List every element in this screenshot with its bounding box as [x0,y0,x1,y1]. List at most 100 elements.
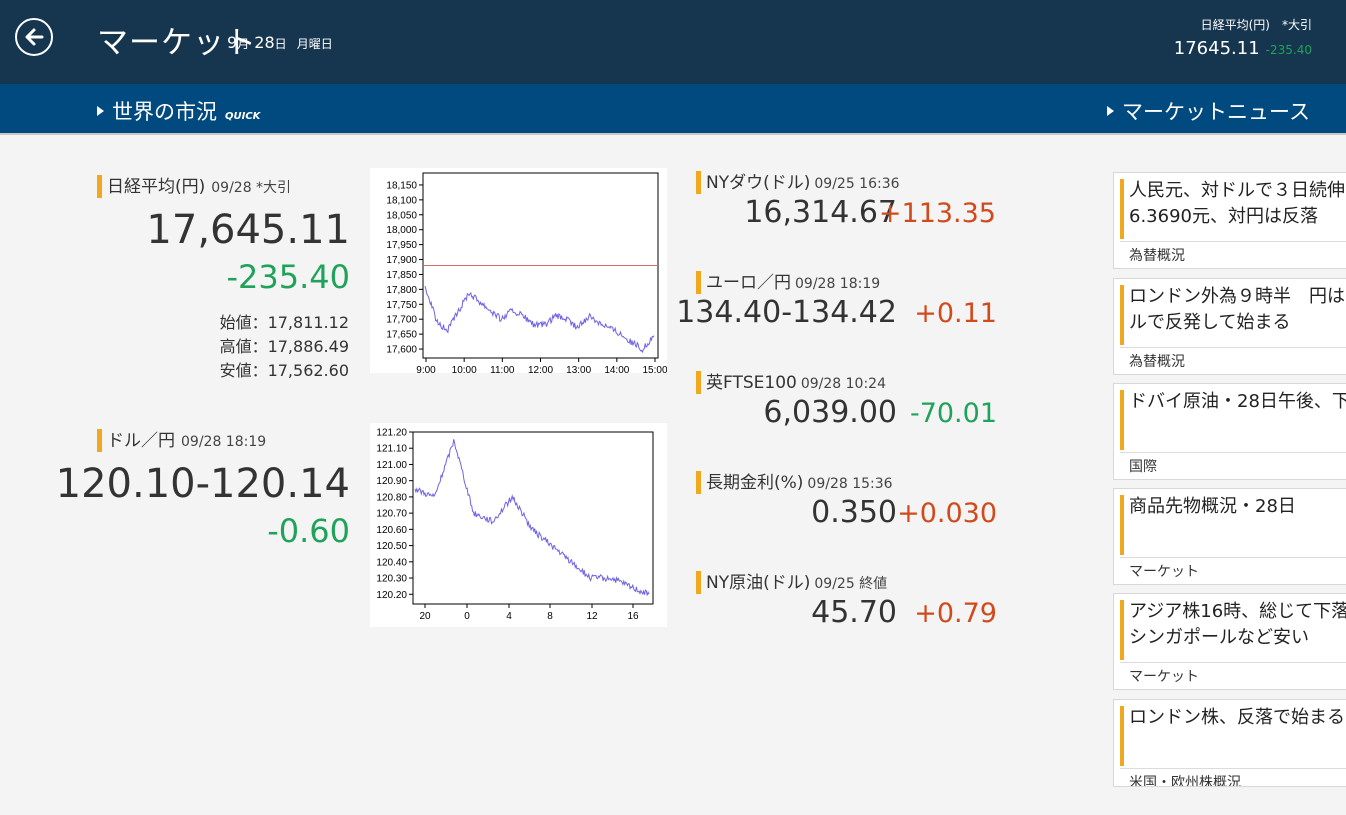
nikkei-change: -235.40 [226,258,350,296]
market-heading-wti[interactable]: NY原油(ドル) 09/25 終値 [696,568,887,595]
y-tick-label: 120.70 [376,509,407,520]
series-line [414,439,650,596]
news-tile[interactable]: ドバイ原油・28日午後、下落 国際 [1113,383,1346,480]
y-tick-label: 17,700 [386,315,417,326]
accent-bar [696,170,701,194]
y-tick-label: 121.00 [376,460,407,471]
divider [1120,452,1346,453]
market-name: NYダウ(ドル) [706,173,811,193]
market-news-link[interactable]: マーケットニュース [1107,96,1310,126]
market-heading-jgb[interactable]: 長期金利(%) 09/28 15:36 [696,468,893,495]
x-tick-label: 12 [586,611,598,622]
nikkei-chart[interactable]: 18,150 18,100 18,050 18,000 17,950 17,900 17,8… [370,168,668,376]
y-tick-label: 17,850 [386,270,417,281]
y-tick-label: 121.10 [376,444,407,455]
header-index-label: 日経平均(円) *大引 [1200,18,1312,32]
nikkei-name: 日経平均(円) [107,177,206,197]
market-value-ftse: 6,039.00 [763,395,897,430]
news-category: 国際 [1129,459,1157,475]
accent-bar [1120,179,1124,239]
x-tick-label: 0 [464,611,470,622]
x-tick-label: 10:00 [452,365,477,373]
y-tick-label: 120.40 [376,557,407,568]
news-tile[interactable]: 商品先物概況・28日 マーケット [1113,488,1346,585]
divider [1120,768,1346,769]
market-time: 09/25 終値 [814,576,888,592]
usdjpy-time: 09/28 18:19 [181,434,267,450]
market-change-eurjpy: +0.11 [914,298,997,329]
date-day: 28 [254,33,275,52]
market-change-jgb: +0.030 [897,498,997,529]
y-tick-label: 18,000 [386,225,417,236]
accent-bar [1120,390,1124,450]
x-tick-label: 11:00 [490,365,515,373]
series-line [424,285,655,354]
market-heading-nydow[interactable]: NYダウ(ドル) 09/25 16:36 [696,168,900,195]
y-tick-label: 17,650 [386,330,417,341]
market-time: 09/28 18:19 [795,276,881,292]
y-tick-label: 120.90 [376,476,407,487]
usdjpy-price: 120.10-120.14 [55,461,350,507]
market-time: 09/28 10:24 [800,376,886,392]
usdjpy-chart[interactable]: 121.20 121.10 121.00 120.90 120.80 120.70 120.… [370,423,667,627]
usdjpy-heading[interactable]: ドル／円 09/28 18:19 [97,426,266,453]
x-tick-label: 13:00 [566,365,591,373]
market-name: 英FTSE100 [706,373,797,393]
news-category: 米国・欧州株概況 [1129,775,1241,787]
market-heading-ftse[interactable]: 英FTSE100 09/28 10:24 [696,368,886,395]
news-category: マーケット [1129,564,1199,580]
divider [1120,347,1346,348]
x-tick-label: 15:00 [642,365,667,373]
date-month-unit: 月 [237,37,250,51]
news-title: ドバイ原油・28日午後、下落 [1129,391,1346,412]
x-tick-label: 14:00 [604,365,629,373]
market-news-label: マーケットニュース [1122,100,1310,124]
market-value-wti: 45.70 [811,595,897,630]
nikkei-ohl: 始値：17,811.12 高値：17,886.49 安値：17,562.60 [220,311,349,383]
news-tile[interactable]: 人民元、対ドルで３日続伸 6.3690元、対円は反落 為替概況 [1113,172,1346,269]
header-index[interactable]: 日経平均(円) *大引 17645.11 -235.40 [1174,16,1312,59]
back-arrow-icon[interactable] [15,18,53,56]
y-tick-label: 18,050 [386,210,417,221]
x-tick-label: 4 [506,611,512,622]
y-tick-label: 17,750 [386,300,417,311]
y-tick-label: 18,150 [386,180,417,191]
y-tick-label: 120.30 [376,574,407,585]
divider [1120,662,1346,663]
x-tick-label: 9:00 [416,365,436,373]
top-bar: マーケット 9月 28日 月曜日 日経平均(円) *大引 17645.11 -23… [0,0,1346,84]
date-month: 9 [227,33,238,52]
news-tile[interactable]: アジア株16時、総じて下落 シンガポールなど安い マーケット [1113,593,1346,690]
market-value-eurjpy: 134.40-134.42 [676,295,897,330]
news-tile[interactable]: ロンドン株、反落で始まる 米国・欧州株概況 [1113,699,1346,787]
usdjpy-chart-svg: 121.20 121.10 121.00 120.90 120.80 120.70 120.… [376,428,654,622]
market-time: 09/28 15:36 [807,476,893,492]
market-change-nydow: +113.35 [878,198,996,229]
y-tick-label: 120.80 [376,492,407,503]
y-tick-label: 120.60 [376,525,407,536]
accent-bar [97,428,102,452]
market-time: 09/25 16:36 [814,176,900,192]
quick-logo: QUICK [225,111,261,122]
world-markets-link[interactable]: 世界の市況 QUICK [97,96,260,126]
news-category: マーケット [1129,669,1199,685]
market-change-wti: +0.79 [914,598,997,629]
x-tick-label: 12:00 [528,365,553,373]
y-tick-label: 17,950 [386,240,417,251]
section-bar: 世界の市況 QUICK マーケットニュース [0,84,1346,135]
x-tick-label: 16 [627,611,639,622]
market-name: 長期金利(%) [706,473,804,493]
nikkei-chart-svg: 18,150 18,100 18,050 18,000 17,950 17,900 17,8… [386,172,668,376]
news-tile[interactable]: ロンドン外為９時半 円は12 ルで反発して始まる 為替概況 [1113,278,1346,375]
accent-bar [97,174,102,198]
market-name: NY原油(ドル) [706,573,811,593]
news-title: ロンドン株、反落で始まる [1129,707,1345,728]
nikkei-heading[interactable]: 日経平均(円) 09/28 *大引 [97,172,291,199]
nikkei-low: 安値：17,562.60 [219,361,349,380]
market-heading-eurjpy[interactable]: ユーロ／円 09/28 18:19 [696,268,880,295]
news-title: ロンドン外為９時半 円は12 ルで反発して始まる [1129,286,1346,333]
news-title: アジア株16時、総じて下落 シンガポールなど安い [1129,601,1346,648]
y-tick-label: 17,600 [386,345,417,356]
accent-bar [1120,285,1124,345]
x-tick-label: 8 [547,611,553,622]
